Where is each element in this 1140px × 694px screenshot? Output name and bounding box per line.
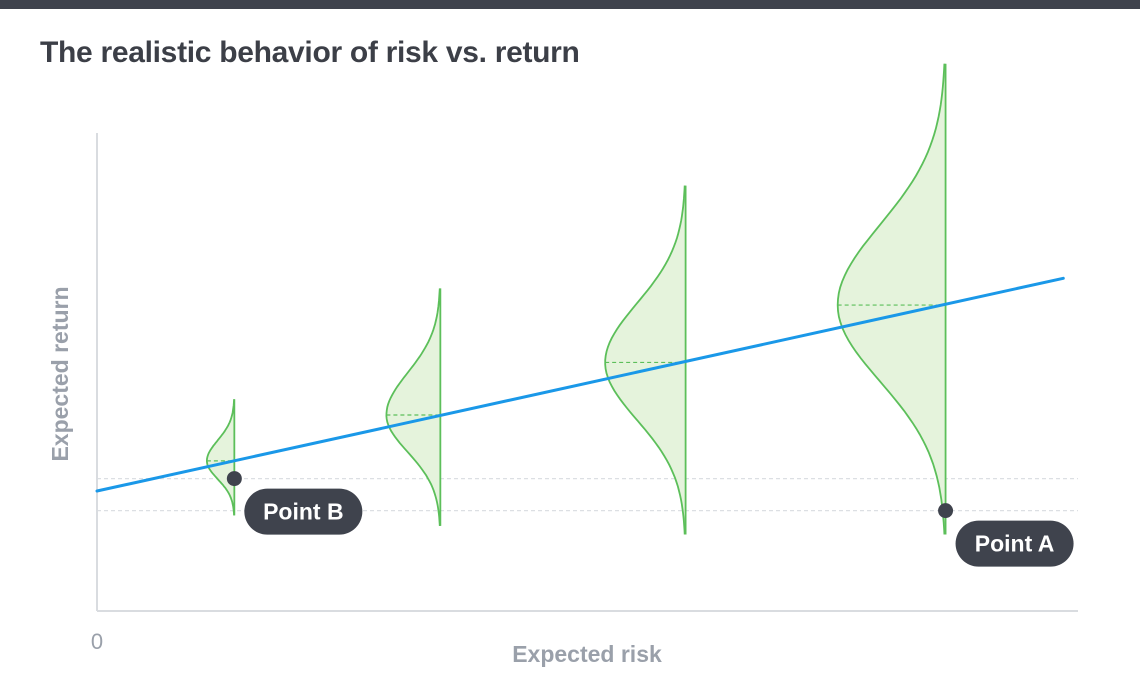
points: Point B Point A [226,471,1074,567]
point-label-pill: Point B [244,488,363,535]
trend-line-group [95,276,1065,493]
point-marker [226,471,242,487]
distribution-fill [386,288,441,526]
axes [96,133,1078,612]
distribution-curve [206,399,235,516]
y-axis-label: Expected return [47,286,73,461]
origin-label: 0 [91,629,103,654]
distribution [206,399,236,516]
top-bar [0,0,1140,9]
x-axis-label: Expected risk [512,641,662,667]
chart-title: The realistic behavior of risk vs. retur… [40,36,580,69]
distribution-curve [604,185,686,535]
point-label-bg [244,488,363,535]
point-marker [938,503,954,519]
distributions [206,63,947,535]
guide-lines [97,477,1078,512]
distribution [385,288,442,526]
point-label-pill: Point A [955,520,1074,567]
distribution-fill [837,63,946,535]
point-label: Point A [975,531,1055,557]
point-label-bg [955,520,1074,567]
distribution [604,185,687,535]
distribution-curve [385,288,441,526]
trend-line [95,276,1065,493]
distribution-curve [836,63,946,535]
point-label: Point B [263,499,344,525]
distribution-fill [605,185,686,535]
distribution [836,63,947,535]
